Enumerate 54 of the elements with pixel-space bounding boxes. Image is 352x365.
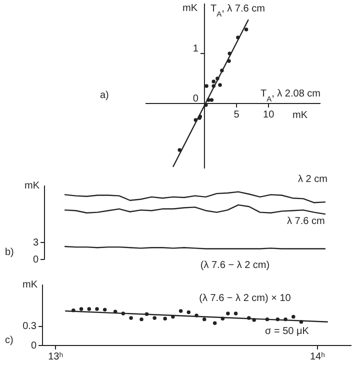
point	[178, 309, 183, 313]
point	[299, 320, 304, 324]
annotation: mK	[292, 110, 308, 121]
point	[152, 316, 156, 320]
annotation: σ = 50 μK	[265, 326, 310, 337]
y-tick-label: 1	[192, 44, 199, 54]
point	[144, 312, 149, 316]
point	[226, 312, 230, 316]
point	[220, 316, 225, 321]
y-axis-title: T$_{A}$, λ 7.6 cm	[210, 4, 265, 18]
point	[186, 310, 191, 314]
series-label: λ 2 cm	[298, 174, 328, 185]
x-tick-label: 10	[263, 110, 275, 120]
text: a)	[100, 90, 109, 101]
text: b)	[5, 247, 14, 258]
line-series	[64, 191, 326, 204]
point	[79, 307, 84, 311]
point	[171, 314, 175, 319]
point	[284, 317, 288, 322]
y-tick-label: 0	[30, 340, 37, 352]
x-axis-title: T$_{A}$, λ 2.08 cm	[260, 88, 320, 103]
y-tick-label: 0	[192, 94, 199, 104]
point	[87, 307, 92, 311]
x-tick-label: 13ʰ	[48, 352, 64, 362]
point	[72, 308, 76, 312]
y-tick-label: 3	[32, 237, 39, 248]
y-axis-title: mK	[24, 180, 40, 192]
annotation: (λ 7.6 − λ 2 cm) × 10	[199, 293, 292, 304]
y-axis-title: mK	[22, 280, 38, 290]
point	[234, 312, 238, 316]
point	[102, 308, 107, 312]
point	[129, 316, 133, 320]
point	[247, 316, 251, 320]
text: c)	[5, 335, 14, 346]
point	[202, 317, 206, 322]
point	[252, 318, 256, 322]
x-tick-label: 14ʰ	[310, 352, 326, 362]
x-tick-label: 5	[234, 110, 240, 120]
point	[276, 317, 280, 322]
annotation: mK	[182, 3, 198, 14]
point	[212, 321, 217, 326]
series-label: (λ 7.6 − λ 2 cm)	[200, 260, 270, 271]
point	[121, 312, 126, 316]
y-tick-label: 0.3	[22, 321, 37, 332]
point	[194, 314, 198, 318]
point	[163, 316, 167, 321]
line-series	[64, 204, 326, 215]
point	[113, 310, 118, 314]
point	[140, 317, 144, 322]
y-tick-label: 0	[32, 254, 39, 266]
series-label: λ 7.6 cm	[287, 216, 325, 227]
point	[265, 317, 270, 322]
point	[95, 307, 99, 311]
point	[292, 314, 296, 319]
